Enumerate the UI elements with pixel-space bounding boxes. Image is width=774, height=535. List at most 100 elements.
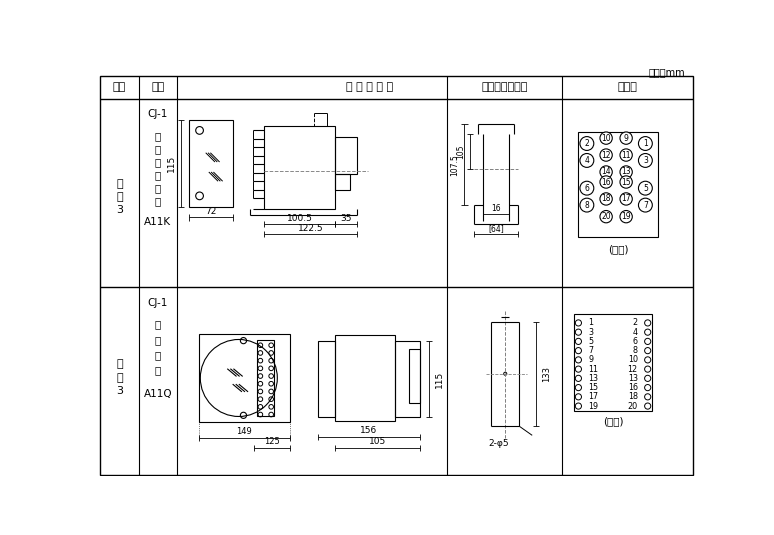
Text: 端子图: 端子图 — [618, 82, 638, 93]
Circle shape — [645, 394, 651, 400]
Text: 3: 3 — [643, 156, 648, 165]
Text: 10: 10 — [601, 134, 611, 143]
Text: A11K: A11K — [145, 217, 172, 227]
Bar — [257, 340, 274, 416]
Circle shape — [620, 193, 632, 205]
Text: (前视): (前视) — [603, 416, 623, 426]
Text: 122.5: 122.5 — [298, 224, 324, 233]
Text: 前: 前 — [155, 335, 161, 345]
Text: 式: 式 — [155, 157, 161, 167]
Circle shape — [575, 375, 581, 381]
Circle shape — [600, 210, 612, 223]
Text: 14: 14 — [601, 167, 611, 177]
Circle shape — [620, 132, 632, 144]
Circle shape — [645, 348, 651, 354]
Text: 2: 2 — [632, 318, 638, 327]
Circle shape — [575, 394, 581, 400]
Text: 149: 149 — [236, 427, 252, 436]
Text: 6: 6 — [584, 184, 589, 193]
Text: 5: 5 — [588, 337, 594, 346]
Circle shape — [575, 329, 581, 335]
Text: 接: 接 — [155, 350, 161, 360]
Text: CJ-1: CJ-1 — [148, 109, 168, 119]
Text: 13: 13 — [588, 374, 598, 383]
Text: 4: 4 — [632, 327, 638, 337]
Text: A11Q: A11Q — [144, 389, 173, 399]
Text: 12: 12 — [628, 365, 638, 373]
Bar — [264, 126, 335, 209]
Text: 安装开孔尺寸图: 安装开孔尺寸图 — [481, 82, 528, 93]
Text: 9: 9 — [624, 134, 628, 143]
Bar — [318, 341, 335, 417]
Text: 7: 7 — [588, 346, 594, 355]
Text: 15: 15 — [588, 383, 598, 392]
Circle shape — [645, 338, 651, 345]
Text: 15: 15 — [622, 178, 631, 187]
Text: 16: 16 — [601, 178, 611, 187]
Circle shape — [639, 198, 652, 212]
Circle shape — [639, 181, 652, 195]
Text: 125: 125 — [264, 437, 280, 446]
Circle shape — [645, 366, 651, 372]
Circle shape — [575, 366, 581, 372]
Text: 6: 6 — [632, 337, 638, 346]
Bar — [574, 315, 652, 411]
Circle shape — [575, 385, 581, 391]
Text: 10: 10 — [628, 355, 638, 364]
Bar — [396, 341, 420, 417]
Text: 3: 3 — [588, 327, 594, 337]
Circle shape — [620, 210, 632, 223]
Text: [64]: [64] — [488, 224, 504, 233]
Circle shape — [600, 149, 612, 161]
Text: 5: 5 — [643, 184, 648, 193]
Text: 图: 图 — [116, 372, 123, 383]
Text: 4: 4 — [584, 156, 589, 165]
Text: 附: 附 — [116, 179, 123, 188]
Bar — [335, 335, 396, 422]
Bar — [189, 120, 234, 207]
Text: 133: 133 — [543, 366, 551, 382]
Circle shape — [620, 176, 632, 188]
Text: 图: 图 — [116, 192, 123, 202]
Circle shape — [645, 403, 651, 409]
Bar — [409, 349, 420, 403]
Text: 115: 115 — [435, 371, 444, 388]
Text: 后: 后 — [155, 170, 161, 180]
Text: 105: 105 — [456, 144, 465, 159]
Circle shape — [645, 357, 651, 363]
Text: 入: 入 — [155, 144, 161, 154]
Text: 13: 13 — [628, 374, 638, 383]
Text: (背视): (背视) — [608, 244, 628, 254]
Text: 107.5: 107.5 — [450, 154, 460, 175]
Text: 8: 8 — [584, 201, 589, 210]
Circle shape — [645, 385, 651, 391]
Text: 2: 2 — [584, 139, 589, 148]
Text: 17: 17 — [588, 392, 598, 401]
Text: 接: 接 — [155, 183, 161, 193]
Text: 17: 17 — [622, 194, 631, 203]
Circle shape — [575, 338, 581, 345]
Text: 图号: 图号 — [113, 82, 126, 93]
Bar — [335, 174, 351, 190]
Text: 100.5: 100.5 — [286, 213, 313, 223]
Circle shape — [575, 320, 581, 326]
Circle shape — [620, 166, 632, 178]
Text: 线: 线 — [155, 365, 161, 376]
Text: 单位：mm: 单位：mm — [649, 67, 686, 77]
Circle shape — [600, 166, 612, 178]
Circle shape — [575, 403, 581, 409]
Text: 20: 20 — [601, 212, 611, 221]
Bar — [335, 137, 357, 174]
Text: 18: 18 — [628, 392, 638, 401]
Text: 156: 156 — [361, 426, 378, 435]
Text: 附: 附 — [116, 360, 123, 370]
Text: 72: 72 — [205, 207, 217, 216]
Text: 16: 16 — [491, 204, 501, 213]
Text: 3: 3 — [116, 205, 123, 215]
Circle shape — [575, 348, 581, 354]
Text: 13: 13 — [622, 167, 631, 177]
Circle shape — [600, 132, 612, 144]
Circle shape — [580, 136, 594, 150]
Text: 105: 105 — [368, 437, 386, 446]
Text: 结构: 结构 — [152, 82, 165, 93]
